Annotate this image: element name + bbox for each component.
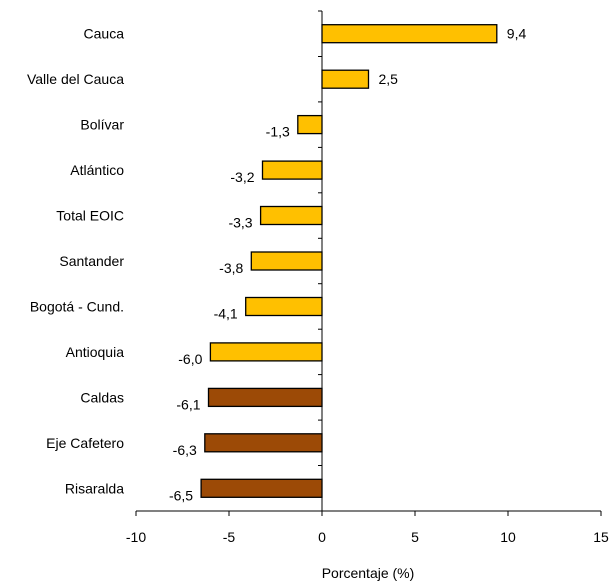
category-label: Bogotá - Cund. [30, 299, 124, 315]
value-label: -6,1 [176, 396, 200, 412]
value-label: -1,3 [266, 124, 290, 140]
axes-group [135, 10, 602, 516]
bar [204, 433, 323, 453]
bar [321, 24, 498, 44]
x-tick-label: 15 [593, 529, 609, 545]
value-label: -3,3 [228, 215, 252, 231]
bar [207, 387, 323, 408]
category-label: Bolívar [80, 117, 124, 133]
value-label: -4,1 [214, 306, 238, 322]
x-axis-label: Porcentaje (%) [322, 565, 415, 581]
x-tick-labels: -10 -5 0 5 10 15 [126, 529, 609, 545]
category-label: Atlántico [70, 162, 124, 178]
category-label: Antioquia [66, 344, 125, 360]
bar [321, 69, 370, 89]
category-label: Caldas [80, 389, 124, 405]
value-labels: 9,4 2,5 -1,3 -3,2 -3,3 -3,8 -4,1 -6,0 -6,1 -6,3 -6… [169, 26, 527, 504]
value-label: -3,2 [230, 169, 254, 185]
value-label: -6,0 [178, 351, 202, 367]
value-label: 2,5 [379, 71, 399, 87]
value-label: -3,8 [219, 260, 243, 276]
x-tick-label: 5 [411, 529, 419, 545]
x-tick-label: -10 [126, 529, 146, 545]
bar [200, 478, 323, 498]
bar [245, 296, 323, 317]
bar [209, 342, 323, 362]
category-label: Total EOIC [56, 208, 124, 224]
category-label: Valle del Cauca [27, 71, 124, 87]
category-labels: Cauca Valle del Cauca Bolívar Atlántico Tota… [27, 26, 124, 497]
x-tick-label: -5 [223, 529, 236, 545]
x-tick-label: 10 [500, 529, 516, 545]
bar [297, 114, 323, 135]
value-label: -6,5 [169, 487, 193, 503]
category-label: Santander [59, 253, 124, 269]
value-label: -6,3 [173, 442, 197, 458]
value-label: 9,4 [507, 26, 527, 42]
category-label: Risaralda [65, 480, 124, 496]
bar [250, 251, 323, 271]
category-label: Eje Cafetero [46, 435, 124, 451]
bars-group [200, 24, 498, 498]
x-tick-label: 0 [318, 529, 326, 545]
bar [259, 205, 323, 226]
category-label: Cauca [84, 26, 125, 42]
bar [261, 160, 323, 180]
